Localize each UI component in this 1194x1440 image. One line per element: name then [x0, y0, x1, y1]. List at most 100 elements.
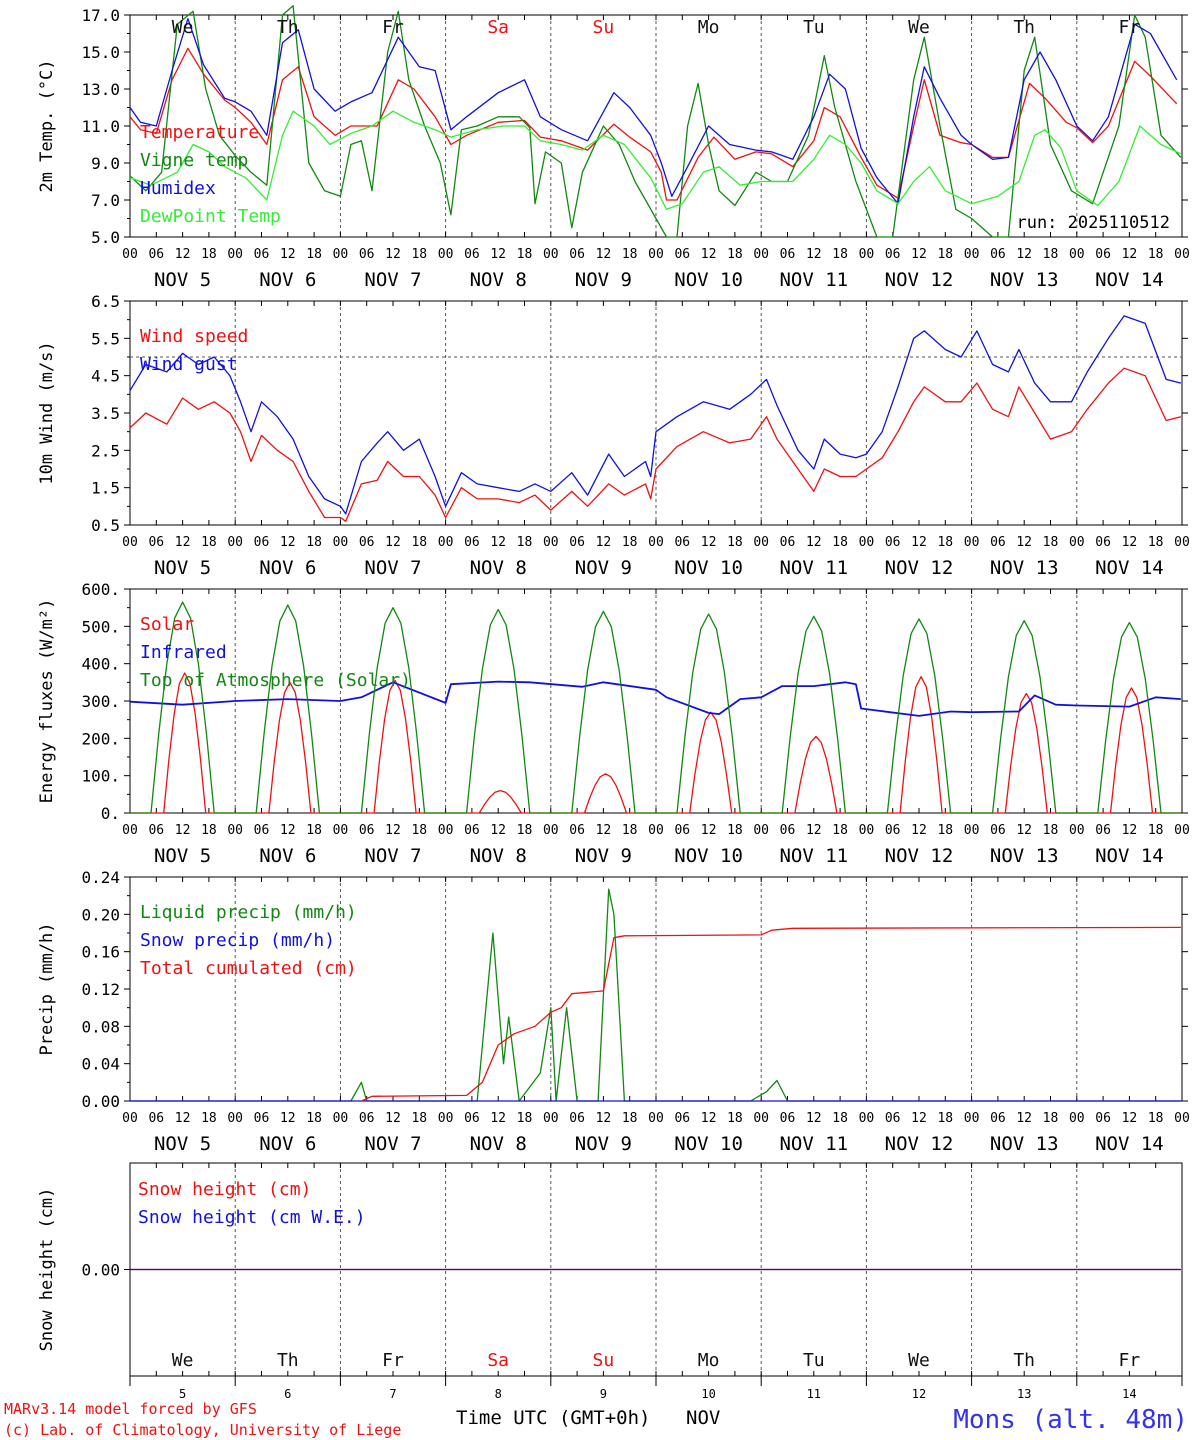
- weekday-label: Th: [277, 17, 299, 38]
- hour-tick-label: 18: [622, 247, 638, 262]
- date-label: NOV 12: [885, 845, 954, 867]
- hour-tick-label: 00: [543, 1111, 559, 1126]
- day-number-label: 11: [807, 1387, 821, 1401]
- date-label: NOV 14: [1095, 557, 1164, 579]
- series-line-wind-gust: [129, 315, 1182, 515]
- hour-tick-label: 00: [859, 823, 875, 838]
- hour-tick-label: 12: [1016, 535, 1032, 550]
- date-label: NOV 5: [154, 1133, 211, 1155]
- hour-tick-label: 00: [964, 535, 980, 550]
- y-tick-label: 0.12: [81, 980, 120, 999]
- series-line-top-of-atmosphere-solar: [130, 601, 1181, 814]
- hour-tick-label: 12: [385, 535, 401, 550]
- hour-tick-label: 00: [227, 823, 243, 838]
- hour-tick-label: 06: [359, 1111, 375, 1126]
- day-number-label: 10: [701, 1387, 715, 1401]
- weekday-label: Su: [593, 17, 615, 38]
- hour-tick-label: 18: [1148, 535, 1164, 550]
- hour-tick-label: 06: [1095, 247, 1111, 262]
- legend-entry: Vigne temp: [140, 150, 248, 171]
- weekday-label: Su: [593, 1350, 615, 1371]
- date-label: NOV 6: [259, 557, 316, 579]
- hour-tick-label: 18: [1148, 1111, 1164, 1126]
- y-axis-title: Energy fluxes (W/m²): [37, 599, 57, 804]
- hour-tick-label: 12: [1122, 535, 1138, 550]
- date-label: NOV 7: [364, 845, 421, 867]
- date-label: NOV 5: [154, 845, 211, 867]
- legend-entry: Snow precip (mm/h): [140, 930, 335, 951]
- hour-tick-label: 18: [832, 823, 848, 838]
- hour-tick-label: 12: [596, 1111, 612, 1126]
- hour-tick-label: 00: [227, 247, 243, 262]
- hour-tick-label: 12: [701, 1111, 717, 1126]
- hour-tick-label: 12: [806, 1111, 822, 1126]
- hour-tick-label: 18: [832, 1111, 848, 1126]
- y-tick-label: 1.5: [91, 479, 120, 498]
- date-label: NOV 10: [674, 557, 743, 579]
- hour-tick-label: 18: [1043, 823, 1059, 838]
- hour-tick-label: 00: [1069, 1111, 1085, 1126]
- weekday-label: Fr: [382, 17, 404, 38]
- weekday-label: We: [908, 17, 930, 38]
- y-tick-label: 4.5: [91, 367, 120, 386]
- hour-tick-label: 18: [411, 535, 427, 550]
- date-label: NOV 10: [674, 269, 743, 291]
- hour-tick-label: 06: [464, 535, 480, 550]
- legend-entry: Liquid precip (mm/h): [140, 902, 357, 923]
- hour-tick-label: 18: [517, 535, 533, 550]
- weekday-label: Th: [1013, 17, 1035, 38]
- date-label: NOV 7: [364, 557, 421, 579]
- hour-tick-label: 18: [622, 535, 638, 550]
- hour-tick-label: 00: [964, 823, 980, 838]
- hour-tick-label: 12: [911, 247, 927, 262]
- y-tick-label: 100.: [81, 767, 120, 786]
- hour-tick-label: 18: [937, 1111, 953, 1126]
- date-label: NOV 11: [779, 269, 848, 291]
- hour-tick-label: 06: [148, 535, 164, 550]
- hour-tick-label: 06: [780, 1111, 796, 1126]
- hour-tick-label: 00: [753, 535, 769, 550]
- hour-tick-label: 00: [648, 247, 664, 262]
- series-line-temperature: [129, 47, 1178, 201]
- date-label: NOV 8: [470, 845, 527, 867]
- hour-tick-label: 06: [780, 823, 796, 838]
- weekday-label: We: [172, 17, 194, 38]
- weekday-label: We: [908, 1350, 930, 1371]
- date-label: NOV 8: [470, 557, 527, 579]
- y-tick-label: 200.: [81, 729, 120, 748]
- hour-tick-label: 00: [438, 1111, 454, 1126]
- hour-tick-label: 12: [1016, 1111, 1032, 1126]
- hour-tick-label: 06: [674, 247, 690, 262]
- y-tick-label: 300.: [81, 692, 120, 711]
- hour-tick-label: 00: [648, 1111, 664, 1126]
- date-label: NOV 7: [364, 269, 421, 291]
- date-label: NOV 14: [1095, 845, 1164, 867]
- hour-tick-label: 12: [385, 1111, 401, 1126]
- hour-tick-label: 06: [885, 535, 901, 550]
- hour-tick-label: 12: [490, 247, 506, 262]
- date-label: NOV 9: [575, 557, 632, 579]
- series-line-infrared: [129, 680, 1181, 717]
- hour-tick-label: 18: [832, 535, 848, 550]
- hour-tick-label: 00: [964, 247, 980, 262]
- hour-tick-label: 18: [201, 247, 217, 262]
- y-tick-label: 0.00: [81, 1092, 120, 1111]
- series-line-solar: [130, 672, 1181, 814]
- hour-tick-label: 12: [596, 247, 612, 262]
- hour-tick-label: 18: [201, 535, 217, 550]
- hour-tick-label: 18: [622, 823, 638, 838]
- hour-tick-label: 00: [1174, 1111, 1190, 1126]
- footer-model-credit: MARv3.14 model forced by GFS: [4, 1400, 257, 1418]
- hour-tick-label: 00: [648, 535, 664, 550]
- y-axis-title: 10m Wind (m/s): [37, 341, 57, 484]
- y-tick-label: 15.0: [81, 43, 120, 62]
- weekday-label: Fr: [1119, 1350, 1141, 1371]
- hour-tick-label: 00: [438, 247, 454, 262]
- hour-tick-label: 00: [1069, 247, 1085, 262]
- hour-tick-label: 00: [122, 535, 138, 550]
- day-number-label: 12: [912, 1387, 926, 1401]
- x-axis-month: NOV: [686, 1407, 720, 1429]
- x-axis-title: Time UTC (GMT+0h): [456, 1407, 650, 1429]
- hour-tick-label: 12: [596, 823, 612, 838]
